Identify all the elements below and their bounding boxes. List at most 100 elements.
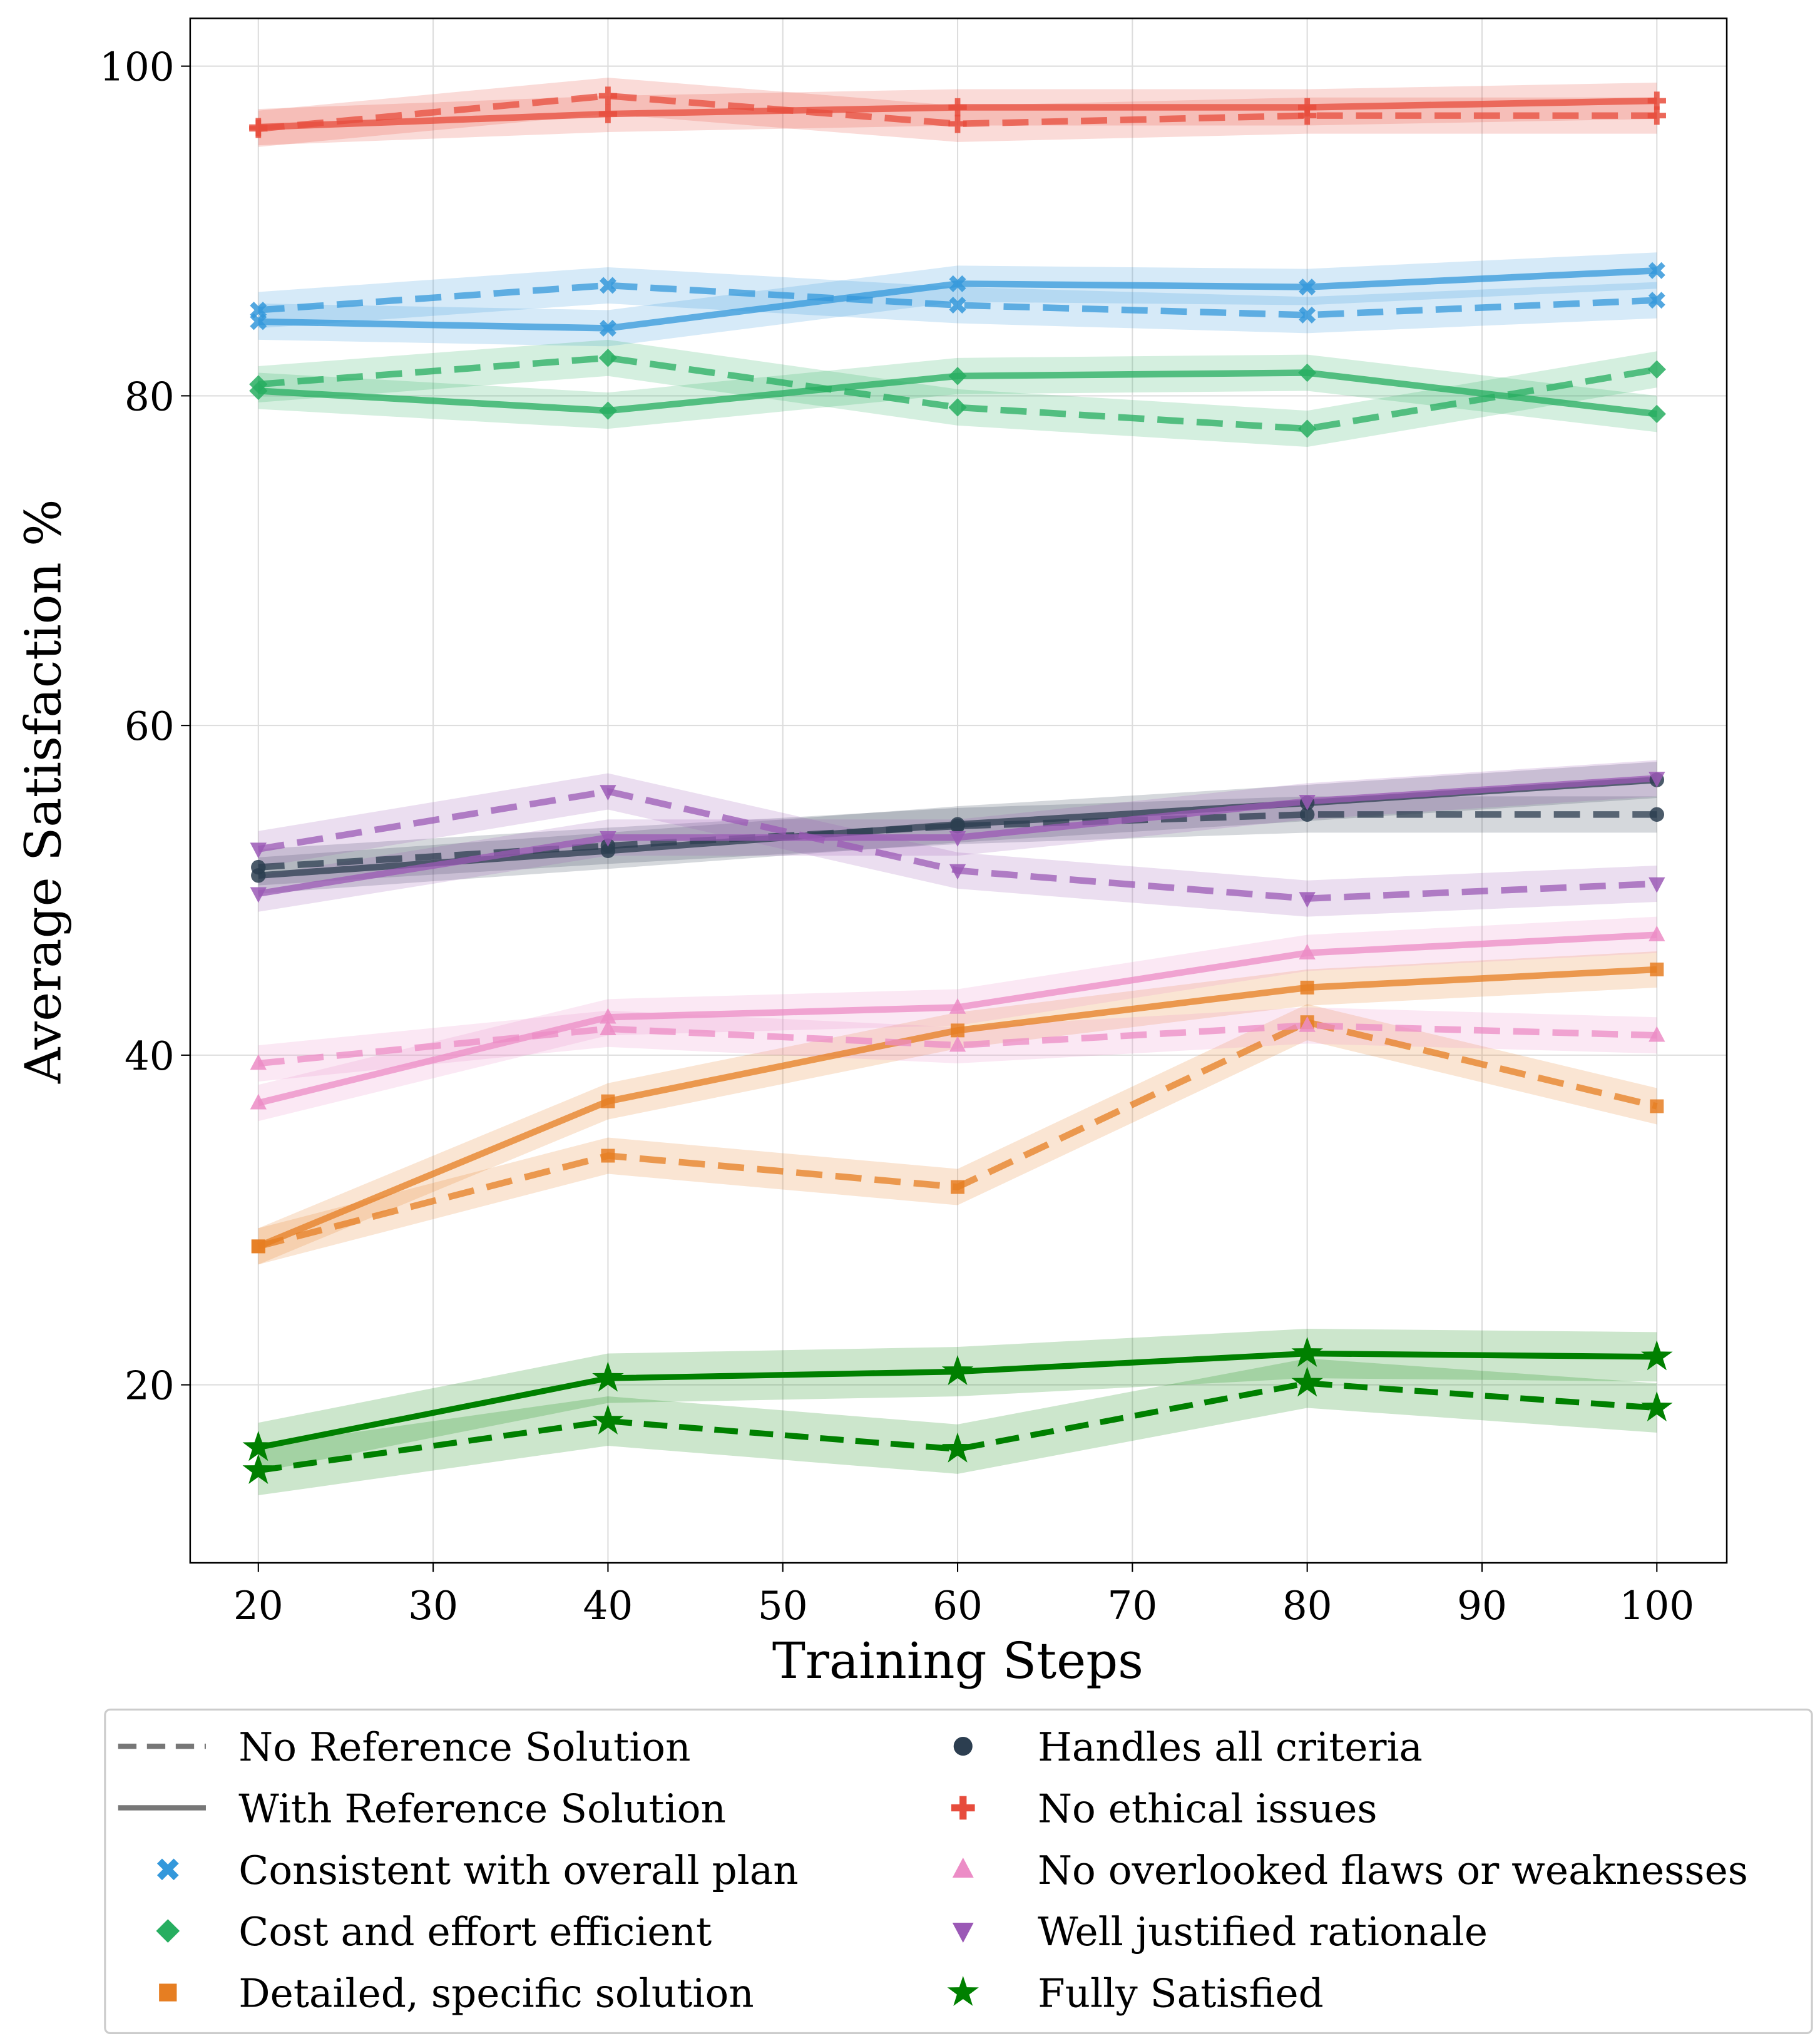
- data-point: [251, 1239, 265, 1254]
- confidence-band: [258, 252, 1657, 347]
- data-point: [1649, 925, 1665, 941]
- data-point: [1647, 106, 1666, 125]
- data-point: [1648, 292, 1665, 309]
- data-point: [949, 1036, 966, 1052]
- data-point: [1649, 807, 1665, 822]
- x-tick-label: 40: [583, 1583, 633, 1629]
- data-point: [1298, 98, 1317, 117]
- x-axis-ticks: 20 30 40 50 60 70 80 90 100: [233, 1563, 1694, 1629]
- data-point: [1299, 795, 1316, 811]
- x-tick-label: 30: [408, 1583, 458, 1629]
- data-point: [598, 105, 618, 123]
- y-tick-label: 80: [125, 374, 175, 419]
- confidence-band: [258, 951, 1657, 1265]
- data-point: [600, 785, 616, 801]
- data-point: [950, 817, 965, 832]
- legend-marker-circle-icon: [953, 1736, 973, 1756]
- legend-marker-triangle-up-icon: [952, 1857, 974, 1878]
- legend-label: Cost and effort efficient: [238, 1909, 712, 1955]
- data-point: [250, 1093, 267, 1110]
- data-point: [1299, 892, 1316, 908]
- data-point: [948, 398, 967, 417]
- data-point: [949, 297, 966, 314]
- data-point: [1641, 1391, 1673, 1421]
- y-tick-label: 20: [125, 1363, 175, 1409]
- data-point: [599, 319, 616, 337]
- data-point: [599, 277, 616, 294]
- data-point: [1647, 404, 1666, 424]
- data-point: [1650, 962, 1664, 976]
- line-no-reference: [258, 1380, 1657, 1474]
- x-tick-label: 100: [1619, 1583, 1694, 1629]
- data-point: [1299, 1016, 1316, 1032]
- data-point: [1299, 306, 1316, 324]
- data-point: [948, 98, 967, 117]
- data-point: [1299, 279, 1316, 296]
- data-point: [600, 1008, 616, 1024]
- legend-label: Detailed, specific solution: [238, 1971, 754, 2017]
- data-point: [949, 831, 966, 847]
- x-tick-label: 50: [758, 1583, 808, 1629]
- data-point: [598, 349, 618, 367]
- data-point: [600, 831, 616, 847]
- plot-frame: [189, 18, 1728, 1564]
- data-point: [250, 887, 267, 903]
- x-tick-label: 70: [1107, 1583, 1157, 1629]
- data-point: [1299, 943, 1316, 959]
- legend-marker-plus-filled-icon: [951, 1796, 975, 1820]
- legend: No Reference Solution With Reference Solu…: [104, 1708, 1813, 2035]
- y-tick-label: 40: [125, 1033, 175, 1079]
- data-point: [242, 1454, 275, 1485]
- x-tick-label: 90: [1457, 1583, 1507, 1629]
- data-point: [1649, 877, 1665, 893]
- data-point: [949, 864, 966, 880]
- data-point: [1648, 262, 1665, 279]
- y-axis-label: Average Satisfaction %: [14, 499, 73, 1084]
- data-point: [1291, 1366, 1323, 1397]
- legend-label: Consistent with overall plan: [238, 1848, 798, 1893]
- data-point: [951, 1180, 965, 1194]
- x-tick-label: 20: [233, 1583, 284, 1629]
- y-tick-label: 100: [100, 44, 175, 90]
- legend-marker-star-icon: [947, 1975, 979, 2006]
- x-axis-label: Training Steps: [772, 1632, 1143, 1690]
- data-point: [1641, 1340, 1673, 1371]
- data-point: [949, 998, 966, 1014]
- data-point: [242, 1431, 275, 1461]
- data-point: [601, 1148, 615, 1163]
- y-tick-label: 60: [125, 703, 175, 749]
- data-point: [951, 1023, 965, 1038]
- data-point: [592, 1361, 624, 1392]
- legend-label: Fully Satisfied: [1038, 1971, 1324, 2017]
- legend-marker-x-filled-icon: [156, 1858, 179, 1881]
- data-point: [1649, 1026, 1665, 1042]
- data-point: [1649, 772, 1665, 788]
- data-point: [598, 86, 618, 105]
- data-point: [250, 842, 267, 859]
- x-tick-label: 60: [933, 1583, 983, 1629]
- data-point: [250, 1054, 267, 1070]
- data-point: [1650, 1099, 1664, 1113]
- legend-label: No overlooked flaws or weaknesses: [1038, 1848, 1748, 1893]
- confidence-band: [258, 773, 1657, 917]
- legend-label: Well justified rationale: [1038, 1909, 1488, 1955]
- legend-label: No Reference Solution: [238, 1724, 690, 1770]
- data-point: [1647, 91, 1666, 110]
- data-point: [941, 1432, 974, 1463]
- data-point: [600, 843, 616, 859]
- data-point: [1291, 1336, 1323, 1367]
- confidence-band: [258, 916, 1657, 1122]
- data-point: [949, 275, 966, 292]
- data-point: [941, 1355, 974, 1386]
- legend-marker-diamond-icon: [156, 1919, 180, 1943]
- data-point: [249, 118, 268, 136]
- data-point: [249, 381, 268, 401]
- data-point: [600, 1020, 616, 1035]
- data-point: [1300, 980, 1314, 995]
- data-point: [1647, 360, 1666, 379]
- legend-marker-triangle-down-icon: [952, 1922, 974, 1943]
- data-point: [250, 313, 267, 330]
- data-point: [601, 1094, 615, 1108]
- data-point: [948, 367, 967, 386]
